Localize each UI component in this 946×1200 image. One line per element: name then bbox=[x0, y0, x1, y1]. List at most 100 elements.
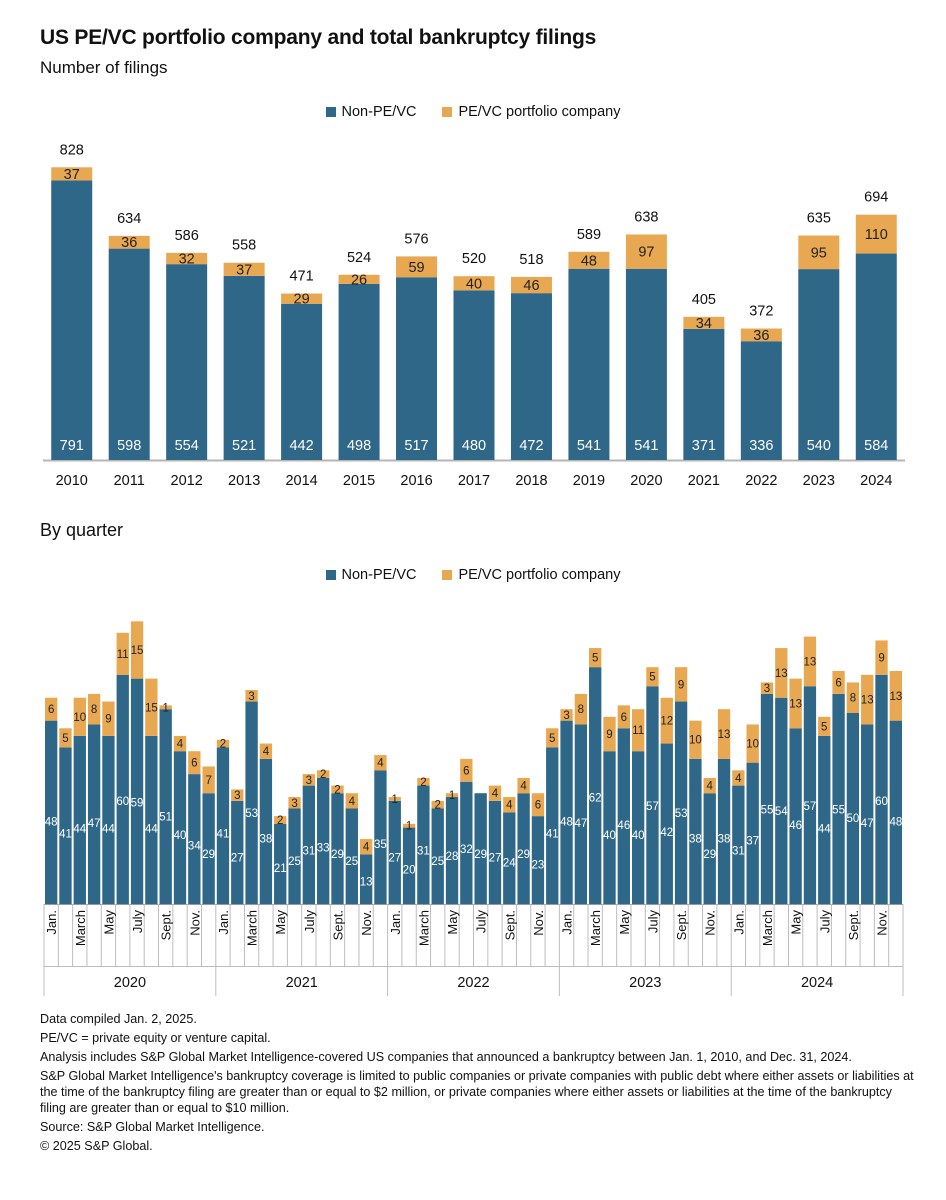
label-total-2014: 471 bbox=[289, 269, 313, 285]
label-pevc-26: 2 bbox=[420, 777, 426, 789]
chart-title: US PE/VC portfolio company and total ban… bbox=[40, 26, 597, 49]
bar-pevc-3 bbox=[87, 693, 101, 725]
label-non-pevc-47: 38 bbox=[718, 834, 731, 846]
label-non-pevc-2024: 584 bbox=[864, 438, 888, 454]
bar-non-pevc-2019 bbox=[568, 268, 610, 460]
tick-label-2023: 2023 bbox=[803, 473, 835, 489]
label-pevc-2024: 110 bbox=[865, 227, 888, 243]
label-pevc-20: 2 bbox=[334, 784, 340, 796]
bar-non-pevc-2020 bbox=[625, 268, 667, 460]
label-non-pevc-31: 27 bbox=[489, 853, 502, 865]
bar-non-pevc-33 bbox=[517, 793, 530, 904]
bar-pevc-5 bbox=[116, 632, 129, 675]
label-non-pevc-41: 40 bbox=[632, 830, 645, 842]
label-pevc-25: 1 bbox=[406, 821, 412, 833]
bar-pevc-53 bbox=[803, 636, 817, 687]
bar-pevc-29 bbox=[460, 758, 473, 782]
label-pevc-32: 4 bbox=[506, 800, 513, 812]
quarterly-chart: 6485411044847944116015591544151440634729… bbox=[43, 621, 904, 996]
label-non-pevc-7: 44 bbox=[145, 823, 158, 835]
bar-non-pevc-37 bbox=[574, 724, 588, 904]
bar-pevc-2012 bbox=[166, 252, 208, 265]
label-pevc-2016: 59 bbox=[408, 260, 424, 276]
month-label-2023-3: July bbox=[645, 910, 660, 934]
bar-pevc-9 bbox=[173, 735, 187, 752]
legend-swatch-non-pevc bbox=[325, 107, 336, 117]
bar-pevc-46 bbox=[703, 777, 716, 794]
bar-pevc-24 bbox=[388, 797, 401, 801]
bar-pevc-0 bbox=[45, 697, 58, 721]
month-label-2023-5: Nov. bbox=[703, 910, 718, 936]
bar-non-pevc-2021 bbox=[683, 328, 725, 460]
bar-non-pevc-24 bbox=[388, 800, 401, 904]
label-non-pevc-35: 41 bbox=[546, 829, 559, 841]
label-non-pevc-15: 38 bbox=[260, 834, 273, 846]
tick-label-2022: 2022 bbox=[745, 473, 777, 489]
label-non-pevc-36: 48 bbox=[560, 816, 573, 828]
bar-pevc-11 bbox=[202, 766, 215, 794]
label-pevc-42: 5 bbox=[649, 672, 655, 684]
bar-pevc-2018 bbox=[510, 276, 552, 294]
bar-non-pevc-51 bbox=[775, 697, 788, 904]
bar-non-pevc-2016 bbox=[396, 277, 438, 460]
bar-pevc-6 bbox=[130, 621, 144, 679]
label-pevc-58: 9 bbox=[878, 653, 884, 665]
label-pevc-38: 5 bbox=[592, 653, 598, 665]
label-pevc-2021: 34 bbox=[696, 316, 712, 332]
bar-non-pevc-53 bbox=[803, 686, 817, 904]
legend-item-pevc: PE/VC portfolio company bbox=[442, 567, 620, 583]
label-non-pevc-11: 29 bbox=[202, 849, 215, 861]
label-non-pevc-2010: 791 bbox=[60, 438, 84, 454]
bar-non-pevc-2014 bbox=[281, 303, 323, 460]
label-non-pevc-52: 46 bbox=[789, 820, 802, 832]
bar-non-pevc-9 bbox=[173, 751, 187, 904]
month-label-2020-2: May bbox=[101, 910, 116, 935]
bar-non-pevc-54 bbox=[818, 735, 831, 904]
bar-pevc-2024 bbox=[855, 214, 897, 254]
bar-non-pevc-26 bbox=[417, 785, 430, 904]
annual-chart: 791 37 828 2010 598 36 634 2011 554 32 586 2012 521 3… bbox=[43, 142, 905, 489]
label-pevc-18: 3 bbox=[306, 775, 312, 787]
label-non-pevc-26: 31 bbox=[417, 846, 430, 858]
bar-pevc-50 bbox=[760, 682, 774, 694]
note-copyright: © 2025 S&P Global. bbox=[40, 1139, 153, 1153]
tick-label-2024: 2024 bbox=[860, 473, 892, 489]
label-total-2015: 524 bbox=[347, 250, 371, 266]
label-non-pevc-2013: 521 bbox=[232, 438, 256, 454]
label-pevc-51: 13 bbox=[775, 668, 788, 680]
bar-pevc-12 bbox=[216, 739, 230, 748]
bar-non-pevc-36 bbox=[560, 720, 573, 904]
bar-non-pevc-0 bbox=[45, 720, 58, 904]
bar-pevc-20 bbox=[331, 785, 344, 794]
bar-non-pevc-43 bbox=[660, 743, 673, 904]
label-pevc-5: 11 bbox=[117, 649, 129, 661]
label-pevc-14: 3 bbox=[248, 691, 254, 703]
legend-swatch-pevc bbox=[442, 570, 453, 580]
bar-pevc-13 bbox=[231, 789, 244, 801]
label-non-pevc-51: 54 bbox=[775, 806, 788, 818]
bar-pevc-31 bbox=[488, 785, 502, 801]
bar-pevc-2011 bbox=[108, 235, 150, 249]
label-non-pevc-55: 55 bbox=[832, 804, 845, 816]
label-total-2012: 586 bbox=[175, 228, 199, 244]
bar-pevc-4 bbox=[102, 701, 115, 736]
month-label-2023-0: Jan. bbox=[560, 910, 575, 935]
label-non-pevc-10: 34 bbox=[188, 841, 201, 853]
label-pevc-2020: 97 bbox=[638, 245, 654, 261]
label-non-pevc-2018: 472 bbox=[519, 438, 543, 454]
bar-pevc-44 bbox=[674, 667, 688, 702]
label-total-2023: 635 bbox=[807, 211, 831, 227]
label-pevc-55: 6 bbox=[835, 677, 841, 689]
label-non-pevc-2022: 336 bbox=[749, 438, 773, 454]
label-total-2024: 694 bbox=[864, 190, 888, 206]
label-pevc-2011: 36 bbox=[121, 235, 137, 251]
tick-label-2012: 2012 bbox=[171, 473, 203, 489]
bar-pevc-2014 bbox=[281, 293, 323, 304]
label-pevc-2019: 48 bbox=[581, 253, 597, 269]
label-total-2022: 372 bbox=[749, 303, 773, 319]
label-non-pevc-43: 42 bbox=[660, 827, 673, 839]
bar-pevc-55 bbox=[832, 670, 845, 694]
tick-label-2016: 2016 bbox=[400, 473, 432, 489]
bar-non-pevc-29 bbox=[460, 781, 473, 904]
bar-non-pevc-39 bbox=[603, 751, 616, 904]
